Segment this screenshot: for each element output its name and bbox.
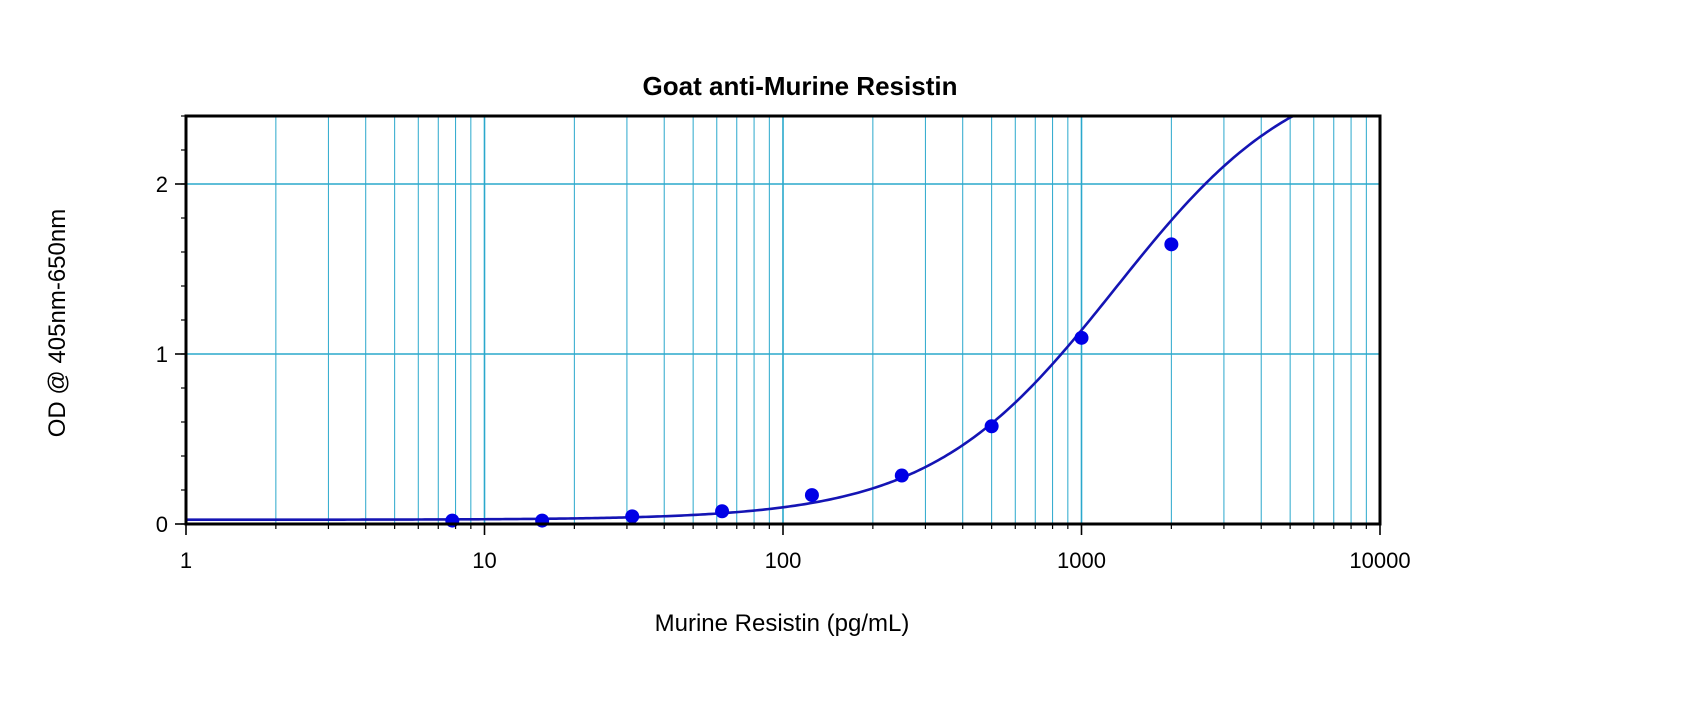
x-axis-label: Murine Resistin (pg/mL)	[655, 610, 910, 637]
x-tick-label: 10000	[1349, 548, 1410, 573]
data-point	[894, 468, 909, 483]
fit-curve	[186, 114, 1380, 522]
chart-title: Goat anti-Murine Resistin	[643, 71, 958, 101]
data-point	[1164, 237, 1179, 252]
y-tick-label: 1	[156, 342, 168, 367]
data-point	[984, 419, 999, 434]
data-point	[804, 488, 819, 503]
x-tick-label: 100	[765, 548, 802, 573]
x-tick-label: 10	[472, 548, 496, 573]
data-point	[625, 509, 640, 524]
curve-layer	[186, 114, 1380, 522]
data-point	[715, 504, 730, 519]
y-tick-label: 2	[156, 172, 168, 197]
data-point	[1074, 330, 1089, 345]
y-tick-label: 0	[156, 512, 168, 537]
x-tick-label: 1000	[1057, 548, 1106, 573]
y-axis-label: OD @ 405nm-650nm	[44, 209, 71, 437]
x-tick-label: 1	[180, 548, 192, 573]
